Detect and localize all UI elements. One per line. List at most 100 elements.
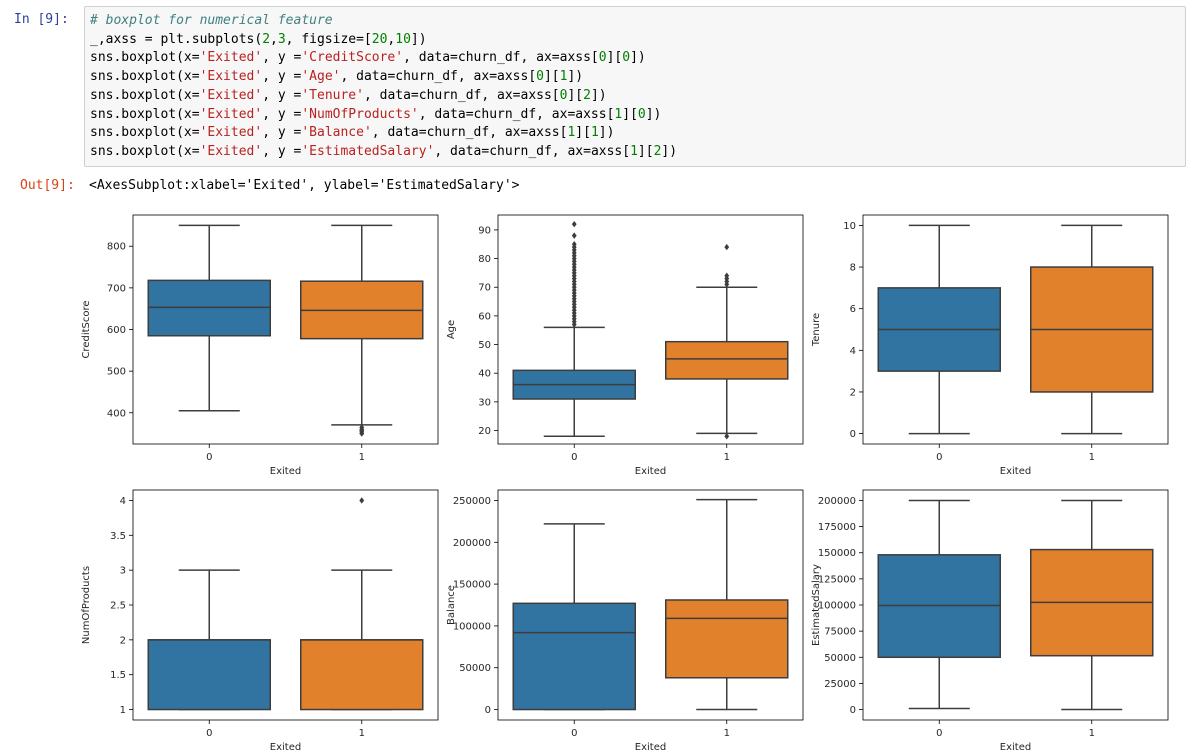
x-tick-label: 0 xyxy=(936,452,942,463)
y-tick-label: 150000 xyxy=(453,580,491,591)
code-line: sns.boxplot(x='Exited', y ='Age', data=c… xyxy=(90,68,677,87)
y-tick-label: 500 xyxy=(107,367,126,378)
code-token: ]) xyxy=(630,50,646,66)
x-tick-label: 0 xyxy=(206,728,212,739)
code-token: , xyxy=(387,31,396,47)
x-axis-label: Exited xyxy=(635,466,666,477)
box-class-0 xyxy=(512,220,636,438)
box-class-1 xyxy=(665,498,789,711)
x-axis-label: Exited xyxy=(635,742,666,751)
code-token: 'Balance' xyxy=(301,125,372,141)
code-token: 'Exited' xyxy=(199,50,263,66)
x-tick-label: 0 xyxy=(206,452,212,463)
x-axis-label: Exited xyxy=(1000,742,1031,751)
outlier-point xyxy=(359,430,365,437)
code-token: sns.boxplot(x= xyxy=(90,143,200,159)
outlier-point xyxy=(724,243,730,251)
y-tick-label: 30 xyxy=(478,397,491,408)
code-input-area[interactable]: # boxplot for numerical feature _,axss = … xyxy=(84,6,1186,167)
y-tick-label: 100000 xyxy=(818,601,856,612)
code-token: , y = xyxy=(262,50,302,66)
code-editor[interactable]: # boxplot for numerical feature _,axss = … xyxy=(90,12,677,162)
code-token: 1 xyxy=(614,106,623,122)
y-axis-label: EstimatedSalary xyxy=(811,564,822,646)
code-line: sns.boxplot(x='Exited', y ='NumOfProduct… xyxy=(90,106,677,125)
code-token: sns.boxplot(x= xyxy=(90,125,200,141)
y-tick-label: 0 xyxy=(850,705,856,716)
code-token: 10 xyxy=(395,31,411,47)
x-tick-label: 1 xyxy=(724,728,730,739)
x-tick-label: 1 xyxy=(724,452,730,463)
y-tick-label: 250000 xyxy=(453,496,491,507)
code-token: 'CreditScore' xyxy=(301,50,404,66)
subplot-estimatedsalary: 0 25000 50000 75000 100000 125000 150000 175000… xyxy=(811,489,1169,751)
y-tick-label: 80 xyxy=(478,254,491,265)
outlier-point xyxy=(571,232,577,239)
code-token: 1 xyxy=(559,69,568,85)
code-token: , y = xyxy=(262,69,302,85)
outlier-point xyxy=(571,220,577,228)
y-tick-label: 2 xyxy=(120,635,126,646)
iqr-box xyxy=(147,639,271,711)
code-token: 0 xyxy=(536,69,544,85)
box-class-1 xyxy=(665,243,789,440)
box-class-0 xyxy=(877,224,1001,435)
outlier-point xyxy=(359,497,365,504)
y-tick-label: 4 xyxy=(120,496,126,507)
y-tick-label: 0 xyxy=(850,429,856,440)
code-token: 20 xyxy=(371,31,388,47)
subplot-balance: 0 50000 100000 150000 200000 250000 0 1 Exited Ba… xyxy=(446,489,804,751)
code-token: 1 xyxy=(630,143,638,159)
code-token: , data=churn_df, ax=axss[ xyxy=(418,106,615,122)
y-tick-label: 1.5 xyxy=(110,670,126,681)
code-token: ]) xyxy=(567,69,584,85)
subplot-tenure: 0 2 4 6 8 10 0 1 Exited Tenure xyxy=(811,214,1169,477)
y-axis-label: CreditScore xyxy=(81,300,92,358)
iqr-box xyxy=(512,602,636,711)
iqr-box xyxy=(665,599,789,679)
y-tick-label: 20 xyxy=(478,426,491,437)
x-tick-label: 1 xyxy=(359,452,365,463)
y-tick-label: 2 xyxy=(850,387,856,398)
x-axis-label: Exited xyxy=(270,742,301,751)
box-class-1 xyxy=(1030,224,1154,435)
code-token: , y = xyxy=(262,125,302,141)
outlier-point xyxy=(571,241,577,248)
y-tick-label: 3.5 xyxy=(110,531,126,542)
code-token: ]) xyxy=(410,31,427,47)
code-line: sns.boxplot(x='Exited', y ='CreditScore'… xyxy=(90,49,677,68)
code-line: sns.boxplot(x='Exited', y ='EstimatedSal… xyxy=(90,143,677,162)
code-token: ]) xyxy=(661,143,678,159)
y-tick-label: 200000 xyxy=(818,496,856,507)
code-token: ][ xyxy=(543,69,560,85)
y-tick-label: 0 xyxy=(485,705,491,716)
code-token: , y = xyxy=(262,106,302,122)
x-tick-label: 0 xyxy=(936,728,942,739)
code-token: , data=churn_df, ax=axss[ xyxy=(363,87,560,103)
box-class-1 xyxy=(1030,499,1154,711)
code-token: , figsize=[ xyxy=(285,31,372,47)
code-token: 2 xyxy=(583,87,591,103)
code-token: sns.boxplot(x= xyxy=(90,69,200,85)
output-prompt: Out[9]: xyxy=(20,178,75,193)
y-tick-label: 60 xyxy=(478,311,491,322)
code-token: ][ xyxy=(575,125,591,141)
code-token: 1 xyxy=(567,125,576,141)
y-tick-label: 50000 xyxy=(824,653,856,664)
code-token: 'Exited' xyxy=(199,143,263,159)
code-token: ][ xyxy=(622,106,638,122)
y-axis-label: Tenure xyxy=(811,313,822,347)
code-token: 0 xyxy=(622,50,631,66)
y-tick-label: 600 xyxy=(107,325,126,336)
box-class-0 xyxy=(877,499,1001,710)
code-token: , data=churn_df, ax=axss[ xyxy=(403,50,599,66)
outlier-point xyxy=(724,272,730,279)
y-axis-label: Age xyxy=(446,320,457,339)
code-token: 'Exited' xyxy=(199,106,263,122)
code-token: , xyxy=(270,31,278,47)
code-token: , data=churn_df, ax=axss[ xyxy=(340,69,537,85)
y-tick-label: 90 xyxy=(478,225,491,236)
x-tick-label: 1 xyxy=(1089,728,1095,739)
code-token: 'NumOfProducts' xyxy=(301,106,419,122)
